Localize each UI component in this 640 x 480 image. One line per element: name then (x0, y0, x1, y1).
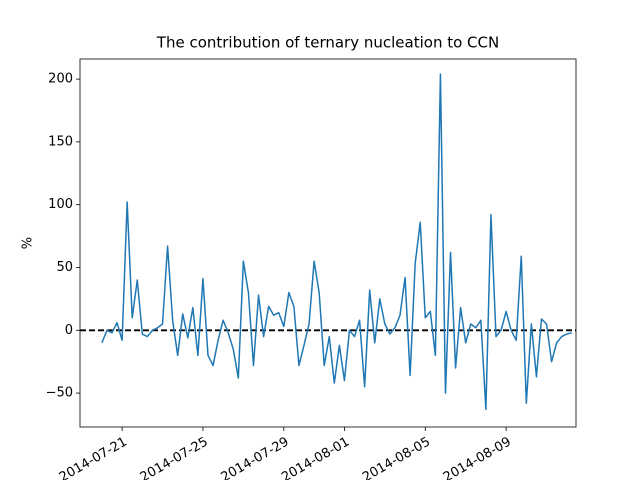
y-tick-label: 50 (56, 260, 73, 275)
chart-title: The contribution of ternary nucleation t… (156, 34, 499, 52)
y-tick-label: 100 (48, 197, 73, 212)
y-axis-label: % (21, 237, 36, 249)
y-tick-label: 0 (65, 323, 73, 338)
y-tick-label: 150 (48, 134, 73, 149)
y-tick-label: −50 (46, 386, 73, 401)
plot-frame (79, 58, 577, 428)
y-tick-label: 200 (48, 72, 73, 87)
data-line (101, 73, 572, 411)
